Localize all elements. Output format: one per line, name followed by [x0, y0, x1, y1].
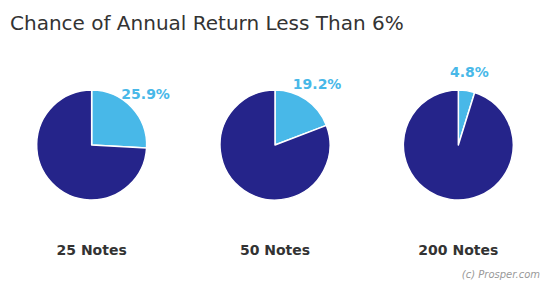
pie-label: 25 Notes [57, 242, 127, 258]
title: Chance of Annual Return Less Than 6% [10, 11, 404, 35]
data-label: 25.9% [121, 86, 170, 102]
pie [403, 90, 513, 200]
chart: Chance of Annual Return Less Than 6% 25.9… [0, 0, 550, 284]
data-label: 19.2% [293, 76, 342, 92]
pie-label: 50 Notes [240, 242, 310, 258]
pie-slice [37, 90, 147, 200]
pie-slice [220, 90, 330, 200]
pie [220, 90, 330, 200]
chart-container: Chance of Annual Return Less Than 6% 25.9… [0, 0, 550, 284]
annotation: (c) Prosper.com [462, 269, 540, 280]
data-label: 4.8% [450, 64, 489, 80]
pie-label: 200 Notes [418, 242, 498, 258]
pie [37, 90, 147, 200]
pie-slice [403, 90, 513, 200]
